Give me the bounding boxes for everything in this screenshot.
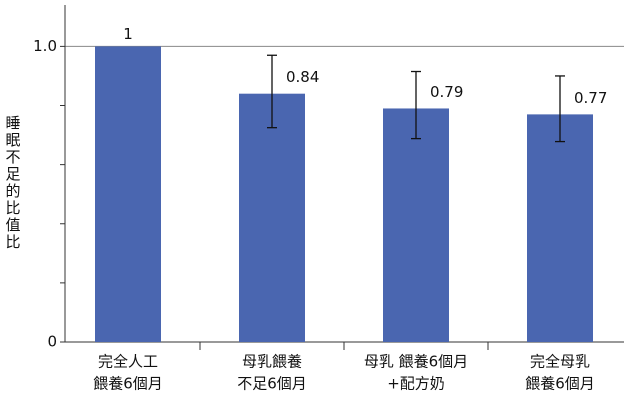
bar (239, 93, 305, 343)
value-label: 1 (123, 25, 133, 43)
x-tick-label: 餵養6個月 (525, 375, 595, 393)
bar (95, 46, 161, 343)
x-tick-label: 完全人工 (98, 353, 158, 371)
x-tick-label: 母乳餵養 (242, 353, 302, 371)
value-label: 0.77 (574, 89, 607, 107)
value-label: 0.84 (286, 68, 319, 86)
value-label: 0.79 (430, 83, 463, 101)
y-tick-label: 1.0 (33, 37, 57, 55)
bar (383, 108, 449, 343)
x-tick-label: 母乳 餵養6個月 (364, 353, 468, 371)
bar (527, 114, 593, 342)
x-tick-label: 餵養6個月 (93, 375, 163, 393)
y-axis-label: 睡眠不足的比值比 (4, 115, 22, 251)
x-tick-label: +配方奶 (387, 375, 445, 393)
x-tick-label: 不足6個月 (237, 375, 307, 393)
x-tick-label: 完全母乳 (530, 353, 590, 371)
y-tick-label: 0 (47, 333, 57, 351)
